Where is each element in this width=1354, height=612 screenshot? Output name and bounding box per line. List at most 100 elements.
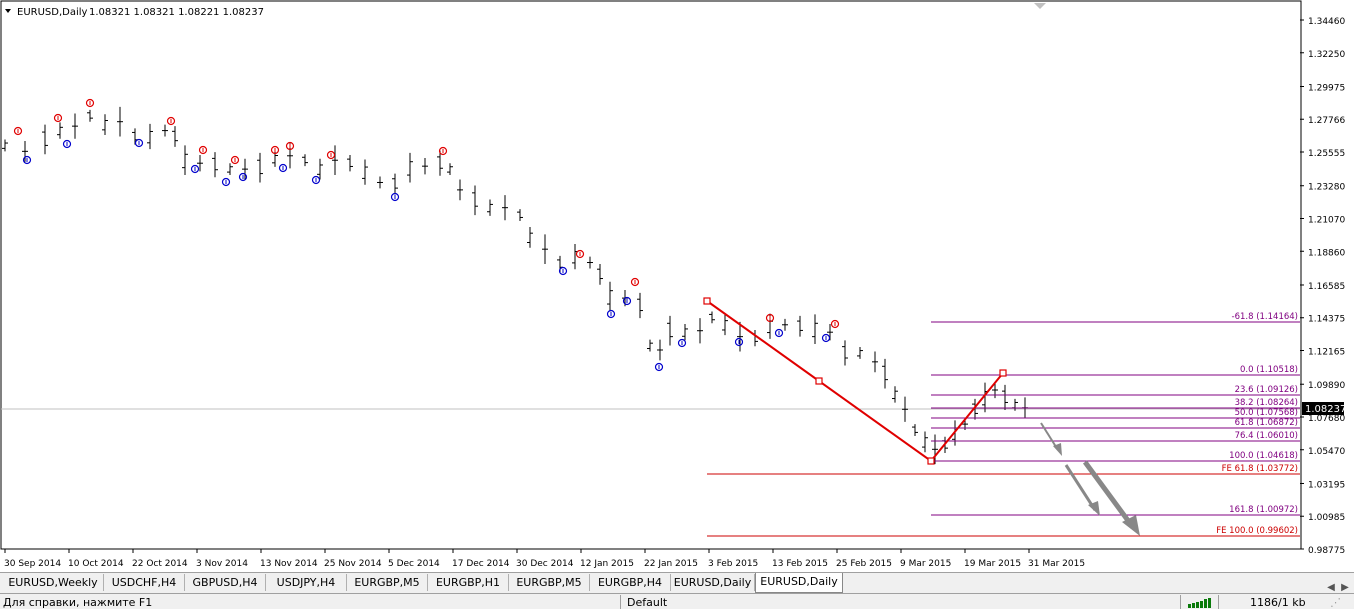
time-tick-label: 3 Feb 2015 — [708, 559, 758, 569]
zigzag-anchor — [703, 297, 711, 305]
price-tick-label: 1.34460 — [1308, 17, 1345, 27]
fractal-down-marker — [311, 175, 321, 185]
chart-menu-triangle-icon[interactable] — [5, 9, 11, 13]
chart-tab[interactable]: GBPUSD,H4 — [185, 574, 266, 591]
chart-tab[interactable]: EURGBP,H1 — [428, 574, 509, 591]
status-bar: Для справки, нажмите F1 Default 1186/1 k… — [0, 593, 1354, 609]
time-tick-label: 19 Mar 2015 — [964, 559, 1021, 569]
projection-arrowhead — [1053, 443, 1062, 456]
fractal-up-marker — [13, 126, 23, 136]
time-tick-label: 13 Feb 2015 — [772, 559, 828, 569]
time-tick-label: 25 Feb 2015 — [836, 559, 892, 569]
fibo-level-label: FE 100.0 (0.99602) — [1216, 526, 1298, 536]
fractal-down-marker — [622, 296, 632, 306]
fibo-level-label: 76.4 (1.06010) — [1235, 431, 1298, 441]
fibo-level-label: -61.8 (1.14164) — [1232, 312, 1298, 322]
fractal-down-marker — [734, 337, 744, 347]
price-tick-label: 0.98775 — [1308, 546, 1345, 556]
price-tick-label: 1.07680 — [1308, 414, 1345, 424]
fractal-down-marker — [238, 172, 248, 182]
fractal-up-marker — [230, 155, 240, 165]
left-arrow-icon[interactable]: ◀ — [1327, 582, 1335, 593]
price-tick-label: 1.00985 — [1308, 513, 1345, 523]
fractal-up-marker — [630, 277, 640, 287]
time-tick-label: 30 Sep 2014 — [4, 559, 61, 569]
price-tick-label: 1.12165 — [1308, 348, 1345, 358]
fractal-down-marker — [221, 177, 231, 187]
zigzag-anchor — [815, 377, 823, 385]
chart-symbol-label: EURUSD,Daily — [17, 7, 88, 18]
fractal-down-marker — [62, 139, 72, 149]
fractal-down-marker — [190, 164, 200, 174]
chart-tab[interactable]: EURGBP,M5 — [509, 574, 590, 591]
resize-grip-icon[interactable]: ⋰ — [1330, 596, 1341, 609]
chart-tab[interactable]: USDJPY,H4 — [266, 574, 347, 591]
fractal-up-marker — [270, 145, 280, 155]
fractal-down-marker — [821, 333, 831, 343]
time-tick-label: 30 Dec 2014 — [516, 559, 574, 569]
fibo-level-label: 38.2 (1.08264) — [1235, 398, 1298, 408]
time-tick-label: 22 Jan 2015 — [644, 559, 698, 569]
projection-arrows — [1040, 422, 1140, 536]
chart-tab-bar: EURUSD,Weekly USDCHF,H4 GBPUSD,H4 USDJPY,H4… — [0, 572, 1354, 593]
status-separator — [620, 595, 621, 609]
time-axis: 30 Sep 2014 10 Oct 2014 22 Oct 2014 3 Nov 2… — [4, 549, 1085, 569]
chart-ohlc-values: 1.08321 1.08321 1.08221 1.08237 — [89, 7, 264, 18]
time-tick-label: 3 Nov 2014 — [196, 559, 248, 569]
status-profile: Default — [627, 596, 668, 609]
tab-scroll-controls: ◀ ▶ — [1324, 575, 1352, 593]
price-tick-label: 1.27766 — [1308, 116, 1345, 126]
current-price-badge — [1302, 402, 1344, 415]
fractal-up-marker — [765, 313, 775, 323]
chart-tab[interactable]: USDCHF,H4 — [104, 574, 185, 591]
time-tick-label: 17 Dec 2014 — [452, 559, 510, 569]
fractal-down-marker — [390, 192, 400, 202]
chart-tab[interactable]: EURUSD,Weekly — [3, 574, 104, 591]
price-axis: 1.34460 1.32250 1.29975 1.27766 1.25555 1.232… — [1300, 17, 1345, 556]
chart-shift-marker — [1034, 3, 1046, 9]
connection-bars-icon — [1188, 597, 1214, 612]
plot-frame — [0, 0, 1302, 550]
fractal-down-marker — [22, 155, 32, 165]
price-tick-label: 1.05470 — [1308, 447, 1345, 457]
price-tick-label: 1.03195 — [1308, 480, 1345, 490]
chart-area[interactable]: EURUSD,Daily 1.08321 1.08321 1.08221 1.0… — [0, 0, 1354, 572]
chart-tab[interactable]: EURUSD,Daily — [755, 573, 843, 593]
fractal-up-marker — [830, 319, 840, 329]
chart-tab[interactable]: EURUSD,Daily — [671, 574, 755, 591]
zigzag-anchor — [999, 369, 1007, 377]
status-separator — [1218, 595, 1219, 609]
fibonacci-levels: -61.8 (1.14164) 0.0 (1.10518) 23.6 (1.0912… — [707, 312, 1300, 537]
projection-arrowhead — [1088, 501, 1100, 516]
zigzag-anchor — [927, 457, 935, 465]
chart-tab[interactable]: EURGBP,H4 — [590, 574, 671, 591]
fibo-level-label: 50.0 (1.07568) — [1235, 408, 1298, 418]
fibo-level-label: 23.6 (1.09126) — [1235, 385, 1298, 395]
fractal-up-marker — [285, 141, 295, 151]
fractal-down-marker — [606, 309, 616, 319]
price-tick-label: 1.25555 — [1308, 149, 1345, 159]
fibo-level-label: 61.8 (1.06872) — [1235, 418, 1298, 428]
time-tick-label: 10 Oct 2014 — [68, 559, 124, 569]
time-tick-label: 13 Nov 2014 — [260, 559, 318, 569]
zigzag-line — [706, 300, 1004, 463]
zigzag-lines — [703, 297, 1007, 465]
price-chart[interactable]: EURUSD,Daily 1.08321 1.08321 1.08221 1.0… — [0, 0, 1354, 572]
fractal-up-marker — [53, 113, 63, 123]
fractal-down-marker — [677, 338, 687, 348]
price-tick-label: 1.18860 — [1308, 248, 1345, 258]
price-tick-label: 1.14375 — [1308, 315, 1345, 325]
price-tick-label: 1.32250 — [1308, 50, 1345, 60]
chart-tab[interactable]: EURGBP,M5 — [347, 574, 428, 591]
time-tick-label: 25 Nov 2014 — [324, 559, 382, 569]
right-arrow-icon[interactable]: ▶ — [1341, 582, 1349, 593]
time-tick-label: 5 Dec 2014 — [388, 559, 440, 569]
fractal-down-marker — [774, 328, 784, 338]
fractal-up-marker — [575, 249, 585, 259]
fractal-up-marker — [198, 145, 208, 155]
fractal-down-marker — [558, 266, 568, 276]
time-tick-label: 22 Oct 2014 — [132, 559, 188, 569]
price-tick-label: 1.09890 — [1308, 381, 1345, 391]
projection-arrow — [1082, 460, 1135, 528]
status-separator — [1180, 595, 1181, 609]
